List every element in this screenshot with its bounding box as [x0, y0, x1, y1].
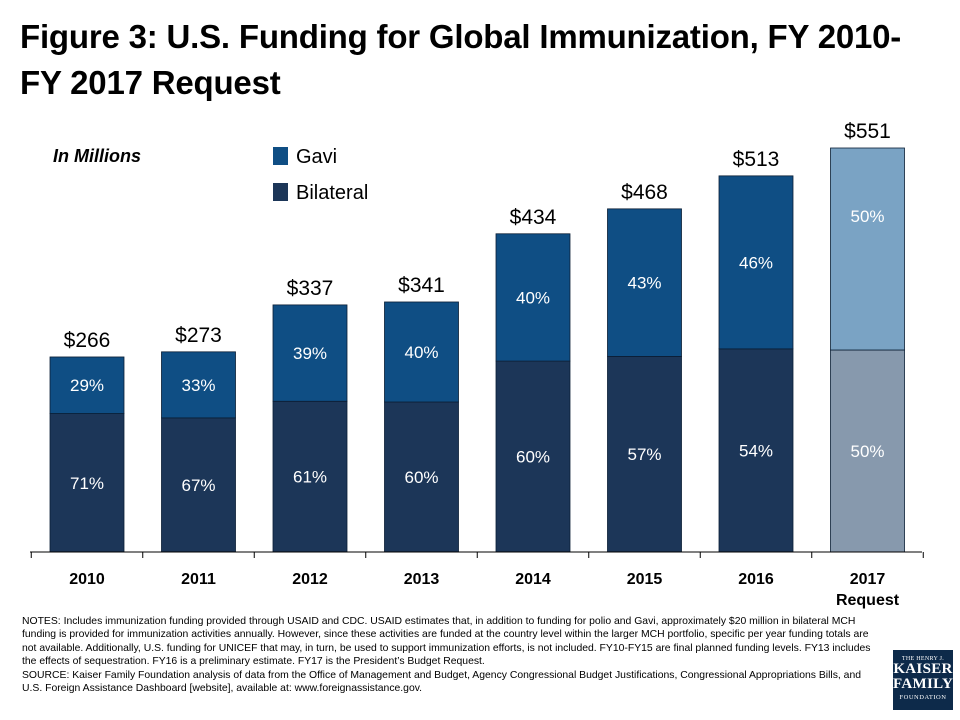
legend-swatch-gavi: [273, 147, 288, 165]
bar-gavi-2016: [718, 175, 794, 350]
notes-text: NOTES: Includes immunization funding pro…: [22, 616, 871, 668]
label-bilateral-2010: 71%: [70, 474, 104, 493]
logo-line-1: THE HENRY J.: [901, 656, 945, 662]
label-bilateral-2011: 67%: [181, 476, 215, 495]
label-gavi-2012: 39%: [293, 344, 327, 363]
x-tick-label-2013: 2013: [404, 571, 440, 588]
title-line-2: FY 2017 Request: [20, 64, 281, 101]
logo-line-4: FOUNDATION: [899, 694, 947, 701]
title-line-1: Figure 3: U.S. Funding for Global Immuni…: [20, 18, 902, 55]
total-label-2015: $468: [621, 181, 668, 204]
logo-line-3: FAMILY: [893, 676, 954, 692]
total-label-2011: $273: [175, 324, 222, 347]
label-gavi-2014: 40%: [516, 288, 550, 307]
label-gavi-2016: 46%: [739, 253, 773, 272]
logo-line-2: KAISER: [893, 661, 953, 677]
label-bilateral-2017: 50%: [850, 442, 884, 461]
legend: Gavi Bilateral: [273, 146, 368, 204]
bars: 71% 29% $266 67% 33% $273 61% 39% $337 60% 40% $341…: [49, 120, 905, 553]
bar-gavi-2013: [384, 301, 459, 403]
bar-gavi-2010: [49, 356, 125, 414]
x-tick-label-2016: 2016: [738, 571, 774, 588]
legend-swatch-bilateral: [273, 183, 288, 201]
unit-note: In Millions: [53, 146, 141, 166]
total-label-2014: $434: [510, 206, 557, 229]
bar-bilateral-2015: [607, 356, 682, 553]
total-label-2013: $341: [398, 274, 445, 297]
total-label-2017: $551: [844, 120, 891, 143]
legend-label-gavi: Gavi: [296, 146, 337, 168]
x-tick-label-2014: 2014: [515, 571, 551, 588]
x-tick-label-2012: 2012: [292, 571, 328, 588]
bar-gavi-2015: [607, 208, 682, 357]
source-text: SOURCE: Kaiser Family Foundation analysi…: [22, 669, 862, 695]
bar-bilateral-2017: [830, 349, 905, 553]
bar-bilateral-2013: [384, 401, 459, 553]
label-gavi-2013: 40%: [404, 343, 438, 362]
x-tick-label-2015: 2015: [627, 571, 663, 588]
label-bilateral-2013: 60%: [404, 468, 438, 487]
total-label-2016: $513: [733, 148, 780, 171]
chart-title: Figure 3: U.S. Funding for Global Immuni…: [20, 14, 920, 106]
x-tick-label-2010: 2010: [69, 571, 105, 588]
legend-label-bilateral: Bilateral: [296, 182, 368, 204]
bar-gavi-2011: [161, 351, 236, 419]
label-bilateral-2015: 57%: [627, 445, 661, 464]
label-gavi-2015: 43%: [627, 274, 661, 293]
total-label-2010: $266: [64, 329, 111, 352]
bar-bilateral-2012: [272, 400, 348, 553]
label-bilateral-2016: 54%: [739, 441, 773, 460]
label-gavi-2017: 50%: [850, 207, 884, 226]
notes-block: NOTES: Includes immunization funding pro…: [22, 615, 882, 695]
stacked-bar-chart: In Millions Gavi Bilateral 71% 29% $266 67% 3…: [30, 120, 924, 609]
bar-bilateral-2016: [718, 348, 794, 553]
bar-gavi-2017: [830, 147, 905, 351]
x-tick-sublabel-2017: Request: [836, 592, 900, 609]
bar-bilateral-2011: [161, 417, 236, 553]
total-label-2012: $337: [287, 277, 334, 300]
x-tick-label-2017: 2017: [850, 571, 886, 588]
bar-gavi-2012: [272, 304, 348, 402]
x-axis: 2010 2011 2012 2013 2014 2015 2016 2017 Request: [30, 552, 924, 609]
label-bilateral-2014: 60%: [516, 448, 550, 467]
label-gavi-2011: 33%: [181, 376, 215, 395]
bar-gavi-2014: [495, 233, 571, 362]
kff-logo: THE HENRY J. KAISER FAMILY FOUNDATION: [893, 650, 953, 710]
x-tick-label-2011: 2011: [181, 571, 216, 588]
label-bilateral-2012: 61%: [293, 468, 327, 487]
label-gavi-2010: 29%: [70, 376, 104, 395]
